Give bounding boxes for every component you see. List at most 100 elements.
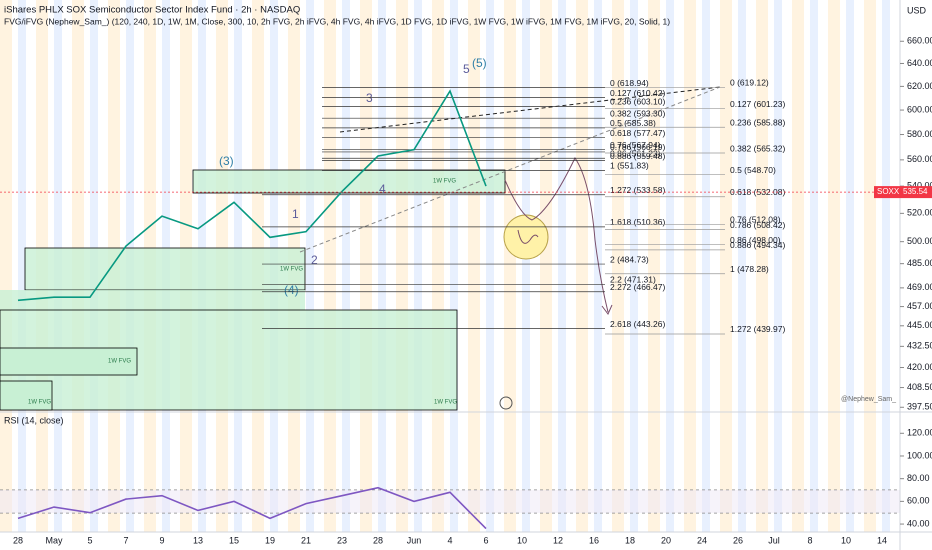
y-tick-label: 408.50 bbox=[907, 382, 932, 392]
y-tick-label: 120.00 bbox=[907, 428, 932, 438]
x-tick-label: 4 bbox=[447, 535, 452, 545]
fib-label: 0.127 (601.23) bbox=[730, 99, 785, 109]
x-tick-label: Jun bbox=[407, 535, 422, 545]
y-tick-label: 580.00 bbox=[907, 129, 932, 139]
x-tick-label: 8 bbox=[807, 535, 812, 545]
x-tick-label: 5 bbox=[87, 535, 92, 545]
price-tag-value: 535.54 bbox=[903, 187, 928, 196]
y-tick-label: 540.00 bbox=[907, 180, 932, 190]
x-tick-label: 24 bbox=[697, 535, 707, 545]
y-tick-label: 397.50 bbox=[907, 402, 932, 412]
fib-label: 2 (484.73) bbox=[610, 254, 649, 264]
fvg-zone bbox=[192, 169, 506, 194]
wave-label: 5 bbox=[463, 62, 470, 76]
sketch-arrow bbox=[517, 229, 539, 244]
fib-label: 1.618 (510.36) bbox=[610, 217, 665, 227]
x-tick-label: 28 bbox=[373, 535, 383, 545]
y-tick-label: 457.00 bbox=[907, 301, 932, 311]
fvg-label: 1W FVG bbox=[108, 359, 131, 365]
fib-label: 1.272 (533.58) bbox=[610, 185, 665, 195]
y-tick-label: 640.00 bbox=[907, 58, 932, 68]
x-tick-label: 15 bbox=[229, 535, 239, 545]
price-tag-symbol: SOXX bbox=[877, 187, 900, 196]
alert-icon[interactable] bbox=[499, 396, 513, 410]
fib-label: 0.5 (548.70) bbox=[730, 165, 776, 175]
y-tick-label: 469.00 bbox=[907, 282, 932, 292]
price-tag bbox=[874, 186, 932, 199]
fib-label: 0.382 (565.32) bbox=[730, 143, 785, 153]
fib-label: 0.786 (566.19) bbox=[610, 142, 665, 152]
y-tick-label: 485.00 bbox=[907, 258, 932, 268]
x-tick-label: 23 bbox=[337, 535, 347, 545]
fib-label: 1.272 (439.97) bbox=[730, 324, 785, 334]
x-tick-label: 28 bbox=[13, 535, 23, 545]
fvg-label: 1W FVG bbox=[433, 179, 456, 185]
target-circle bbox=[503, 214, 549, 260]
x-tick-label: May bbox=[45, 535, 63, 545]
channel-line bbox=[299, 86, 721, 253]
wave-label: 2 bbox=[311, 253, 318, 267]
x-tick-label: 18 bbox=[625, 535, 635, 545]
fib-label: 0.86 (561.23) bbox=[610, 149, 661, 159]
fib-label: 2.618 (443.26) bbox=[610, 319, 665, 329]
x-tick-label: 13 bbox=[193, 535, 203, 545]
x-tick-label: 6 bbox=[483, 535, 488, 545]
currency[interactable]: USD bbox=[907, 5, 927, 15]
y-tick-label: 660.00 bbox=[907, 36, 932, 46]
y-tick-label: 80.00 bbox=[907, 473, 930, 483]
wave-label: 4 bbox=[379, 182, 386, 196]
x-tick-label: 26 bbox=[733, 535, 743, 545]
fib-label: 0 (619.12) bbox=[730, 78, 769, 88]
fvg-zone bbox=[0, 290, 305, 310]
fib-label: 0.127 (610.42) bbox=[610, 88, 665, 98]
fib-label: 0 (618.94) bbox=[610, 78, 649, 88]
watermark: @Nephew_Sam_ bbox=[841, 396, 896, 403]
fib-label: 2.272 (466.47) bbox=[610, 282, 665, 292]
fvg-zone bbox=[24, 247, 306, 291]
wave-label: (3) bbox=[219, 154, 234, 168]
fib-label: 1 (478.28) bbox=[730, 264, 769, 274]
fib-label: 0.382 (593.30) bbox=[610, 108, 665, 118]
fvg-label: 1W FVG bbox=[280, 267, 303, 273]
rsi-band-fill bbox=[0, 490, 900, 513]
fvg-zone bbox=[0, 380, 53, 411]
fib-label: 0.886 (494.34) bbox=[730, 240, 785, 250]
x-tick-label: 7 bbox=[123, 535, 128, 545]
wave-label: 3 bbox=[366, 91, 373, 105]
wave-label: (4) bbox=[284, 283, 299, 297]
y-tick-label: 100.00 bbox=[907, 450, 932, 460]
x-tick-label: 20 bbox=[661, 535, 671, 545]
fib-label: 1 (551.83) bbox=[610, 161, 649, 171]
y-tick-label: 445.00 bbox=[907, 320, 932, 330]
x-tick-label: 14 bbox=[877, 535, 887, 545]
x-tick-label: 10 bbox=[841, 535, 851, 545]
x-tick-label: 10 bbox=[517, 535, 527, 545]
y-tick-label: 420.00 bbox=[907, 362, 932, 372]
x-tick-label: 19 bbox=[265, 535, 275, 545]
fib-label: 0.86 (498.00) bbox=[730, 235, 781, 245]
fvg-zone bbox=[0, 347, 138, 376]
y-tick-label: 60.00 bbox=[907, 496, 930, 506]
fib-label: 2.2 (471.31) bbox=[610, 275, 656, 285]
y-tick-label: 40.00 bbox=[907, 518, 930, 528]
y-tick-label: 500.00 bbox=[907, 236, 932, 246]
wave-label: (5) bbox=[472, 56, 487, 70]
fib-label: 0.76 (567.94) bbox=[610, 140, 661, 150]
arrow-head bbox=[601, 304, 613, 315]
y-tick-label: 432.50 bbox=[907, 341, 932, 351]
y-tick-label: 600.00 bbox=[907, 104, 932, 114]
y-tick-label: 620.00 bbox=[907, 81, 932, 91]
indicator-label: FVG/iFVG (Nephew_Sam_) (120, 240, 1D, 1W… bbox=[4, 16, 670, 26]
fib-label: 0.618 (577.47) bbox=[610, 128, 665, 138]
rsi-title: RSI (14, close) bbox=[4, 415, 64, 425]
fib-label: 0.5 (585.38) bbox=[610, 118, 656, 128]
fib-label: 0.786 (508.42) bbox=[730, 220, 785, 230]
x-tick-label: 9 bbox=[159, 535, 164, 545]
fib-label: 0.236 (585.88) bbox=[730, 118, 785, 128]
channel-line bbox=[339, 86, 721, 133]
x-tick-label: 16 bbox=[589, 535, 599, 545]
y-tick-label: 560.00 bbox=[907, 154, 932, 164]
x-tick-label: 21 bbox=[301, 535, 311, 545]
wave-label: 1 bbox=[292, 207, 299, 221]
